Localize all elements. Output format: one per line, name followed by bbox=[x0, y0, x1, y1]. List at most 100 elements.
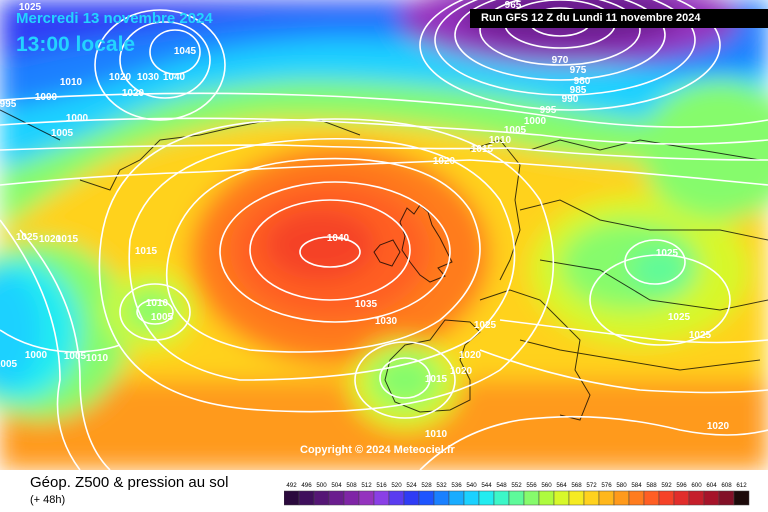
pressure-label: 1005 bbox=[151, 312, 174, 323]
legend-swatch bbox=[718, 490, 735, 506]
pressure-label: 1005 bbox=[0, 359, 18, 370]
legend-swatch bbox=[343, 490, 360, 506]
pressure-label: 1000 bbox=[35, 92, 58, 103]
pressure-label: 1000 bbox=[25, 350, 48, 361]
pressure-label: 1020 bbox=[39, 234, 62, 245]
pressure-label: 990 bbox=[562, 94, 579, 105]
legend-swatch bbox=[628, 490, 645, 506]
forecast-date: Mercredi 13 novembre 2024 bbox=[16, 10, 213, 27]
pressure-label: 1020 bbox=[707, 421, 730, 432]
pressure-label: 985 bbox=[570, 85, 587, 96]
legend-swatch bbox=[448, 490, 465, 506]
pressure-label: 1020 bbox=[122, 88, 145, 99]
legend-tick-label: 592 bbox=[661, 482, 672, 489]
legend-tick-label: 492 bbox=[286, 482, 297, 489]
legend-tick-label: 504 bbox=[331, 482, 342, 489]
pressure-label: 1030 bbox=[375, 316, 398, 327]
pressure-label: 1040 bbox=[327, 233, 350, 244]
legend-tick-label: 524 bbox=[406, 482, 417, 489]
legend-swatch bbox=[493, 490, 510, 506]
pressure-label: 1025 bbox=[19, 2, 42, 13]
pressure-label: 995 bbox=[540, 105, 557, 116]
pressure-label: 1015 bbox=[471, 144, 494, 155]
pressure-label: 1000 bbox=[524, 116, 547, 127]
pressure-label: 1005 bbox=[504, 125, 527, 136]
pressure-label: 1010 bbox=[489, 135, 512, 146]
legend-swatch bbox=[658, 490, 675, 506]
legend-tick-label: 560 bbox=[541, 482, 552, 489]
pressure-label: 1020 bbox=[459, 350, 482, 361]
legend-tick-label: 612 bbox=[736, 482, 747, 489]
legend-swatch bbox=[583, 490, 600, 506]
pressure-label: 980 bbox=[574, 76, 591, 87]
pressure-label: 1015 bbox=[135, 246, 158, 257]
run-banner bbox=[470, 9, 768, 28]
pressure-label: 1045 bbox=[174, 46, 197, 57]
product-title: Géop. Z500 & pression au sol bbox=[30, 474, 229, 491]
pressure-label: 1005 bbox=[64, 351, 87, 362]
legend-tick-label: 532 bbox=[436, 482, 447, 489]
legend-swatch bbox=[418, 490, 435, 506]
pressure-label: 1035 bbox=[355, 299, 378, 310]
pressure-label: 995 bbox=[0, 99, 17, 110]
legend-swatch bbox=[523, 490, 540, 506]
legend-tick-label: 596 bbox=[676, 482, 687, 489]
pressure-label: 1015 bbox=[56, 234, 79, 245]
legend-swatch bbox=[508, 490, 525, 506]
pressure-label: 975 bbox=[570, 65, 587, 76]
legend-tick-label: 500 bbox=[316, 482, 327, 489]
pressure-label: 1040 bbox=[163, 72, 186, 83]
pressure-label: 1030 bbox=[137, 72, 160, 83]
legend-swatch bbox=[313, 490, 330, 506]
legend-tick-label: 556 bbox=[526, 482, 537, 489]
pressure-label: 1025 bbox=[689, 330, 712, 341]
forecast-time: 13:00 locale bbox=[16, 33, 136, 56]
legend-swatch bbox=[643, 490, 660, 506]
pressure-label: 965 bbox=[505, 0, 522, 11]
legend-swatch bbox=[284, 490, 300, 506]
legend-swatch bbox=[688, 490, 705, 506]
pressure-label: 1025 bbox=[474, 320, 497, 331]
legend-tick-label: 564 bbox=[556, 482, 567, 489]
pressure-label: 1020 bbox=[109, 72, 132, 83]
legend-swatch bbox=[373, 490, 390, 506]
legend-tick-label: 548 bbox=[496, 482, 507, 489]
legend-swatch bbox=[538, 490, 555, 506]
pressure-label: 1010 bbox=[146, 298, 169, 309]
legend-tick-label: 572 bbox=[586, 482, 597, 489]
isobars bbox=[0, 0, 768, 470]
legend-tick-label: 520 bbox=[391, 482, 402, 489]
legend-graphic: 492 496 500 504 508 512 516 520 524 528 532 536 540 5… bbox=[284, 482, 750, 506]
legend-swatch bbox=[463, 490, 480, 506]
legend-tick-label: 576 bbox=[601, 482, 612, 489]
lead-time: (+ 48h) bbox=[30, 494, 66, 506]
legend-tick-label: 528 bbox=[421, 482, 432, 489]
color-scale-legend: 492 496 500 504 508 512 516 520 524 528 532 536 540 5… bbox=[284, 478, 754, 508]
legend-tick-label: 544 bbox=[481, 482, 492, 489]
legend-tick-label: 496 bbox=[301, 482, 312, 489]
legend-swatch bbox=[673, 490, 690, 506]
geopotential-field bbox=[0, 0, 768, 470]
legend-swatch bbox=[598, 490, 615, 506]
legend-tick-label: 588 bbox=[646, 482, 657, 489]
pressure-label: 1010 bbox=[60, 77, 83, 88]
pressure-label: 1020 bbox=[433, 156, 456, 167]
legend-tick-label: 580 bbox=[616, 482, 627, 489]
legend-swatch bbox=[328, 490, 345, 506]
legend-swatch bbox=[388, 490, 405, 506]
legend-tick-label: 552 bbox=[511, 482, 522, 489]
legend-swatch bbox=[703, 490, 720, 506]
legend-tick-label: 608 bbox=[721, 482, 732, 489]
legend-swatch bbox=[478, 490, 495, 506]
legend-tick-label: 512 bbox=[361, 482, 372, 489]
pressure-label: 1010 bbox=[86, 353, 109, 364]
pressure-label: 1025 bbox=[656, 248, 679, 259]
pressure-label: 1025 bbox=[16, 232, 39, 243]
legend-tick-label: 536 bbox=[451, 482, 462, 489]
legend-swatch bbox=[403, 490, 420, 506]
copyright-notice: Copyright © 2024 Meteociel.fr bbox=[300, 444, 455, 456]
legend-swatch bbox=[358, 490, 375, 506]
